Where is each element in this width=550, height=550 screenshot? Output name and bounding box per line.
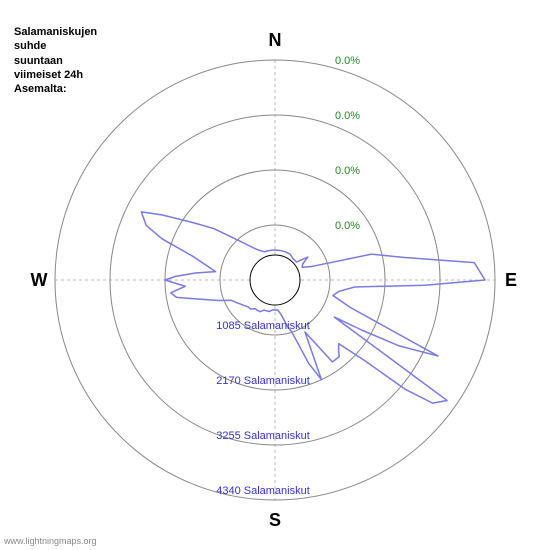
label-s: S xyxy=(269,510,281,530)
label-w: W xyxy=(31,270,48,290)
chart-title: Salamaniskujen suhde suuntaan viimeiset … xyxy=(14,25,97,96)
green-label-4: 0.0% xyxy=(335,55,360,67)
blue-label-1: 1085 Salamaniskut xyxy=(216,320,310,332)
green-label-3: 0.0% xyxy=(335,110,360,122)
green-label-2: 0.0% xyxy=(335,165,360,177)
center-hub xyxy=(250,255,300,305)
footer-credit: www.lightningmaps.org xyxy=(4,536,97,546)
label-n: N xyxy=(269,30,282,50)
blue-label-3: 3255 Salamaniskut xyxy=(216,430,310,442)
label-e: E xyxy=(505,270,517,290)
blue-label-2: 2170 Salamaniskut xyxy=(216,375,310,387)
green-label-1: 0.0% xyxy=(335,220,360,232)
blue-label-4: 4340 Salamaniskut xyxy=(216,485,310,497)
